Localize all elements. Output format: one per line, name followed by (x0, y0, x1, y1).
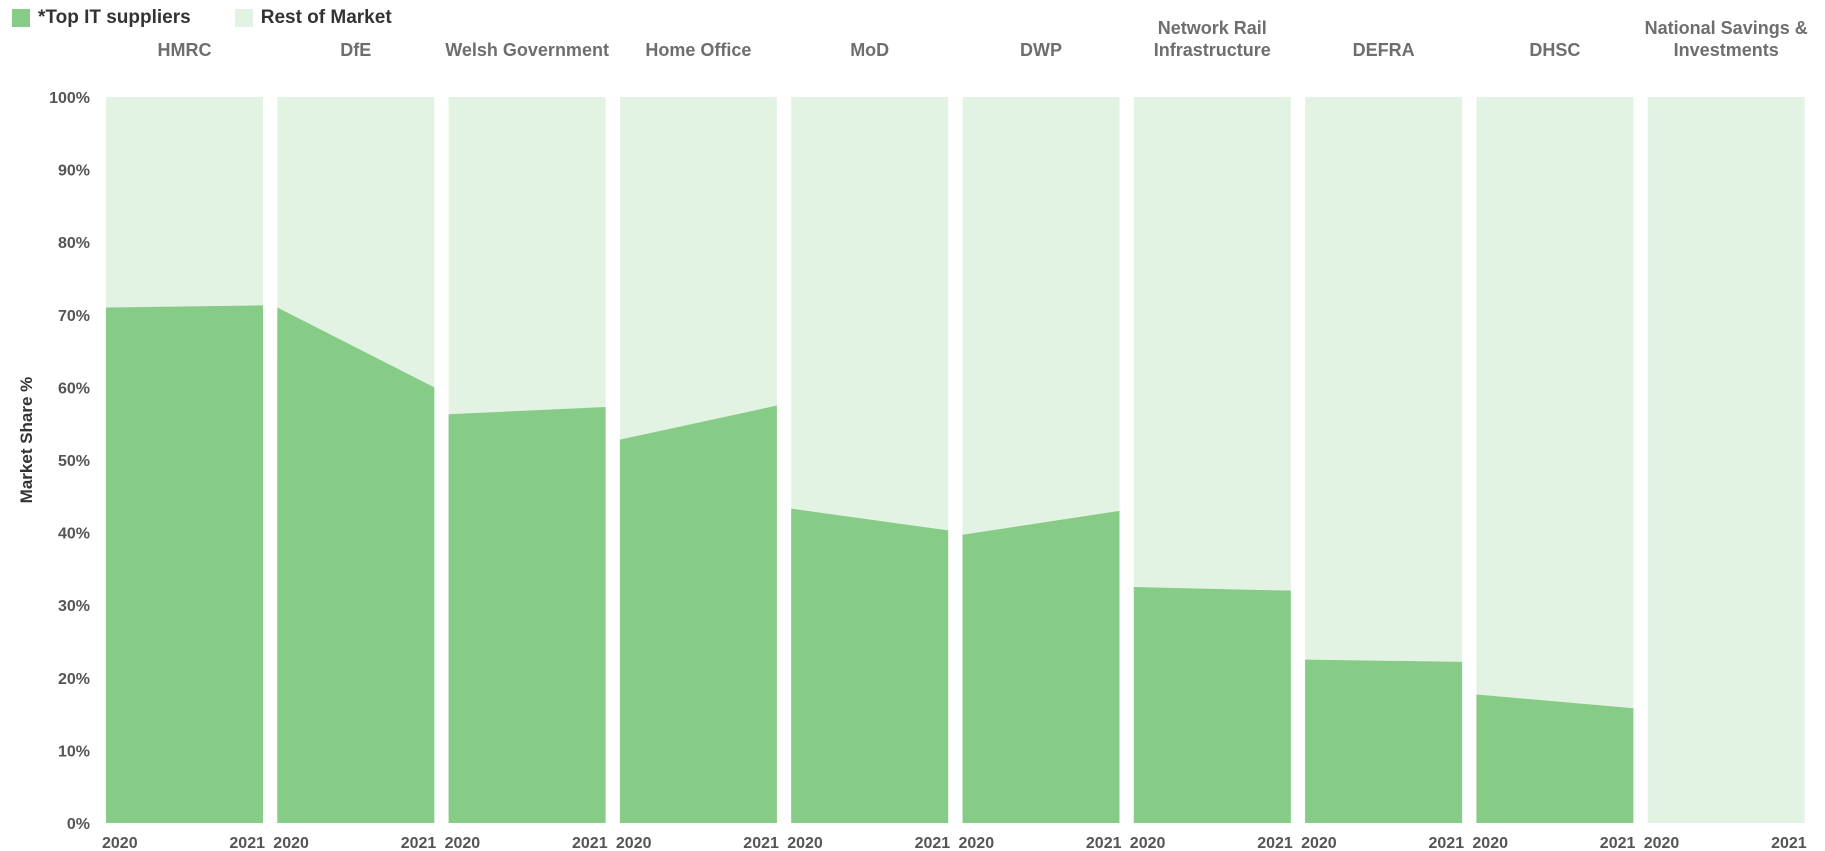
y-tick-label: 10% (58, 743, 90, 760)
top-suppliers-area (619, 405, 777, 823)
y-axis-label: Market Share % (17, 377, 36, 504)
panel: National Savings &Investments 2020 2021 (1644, 18, 1808, 851)
y-tick-label: 70% (58, 308, 90, 325)
top-suppliers-area (962, 510, 1120, 823)
x-tick-label: 2020 (959, 835, 995, 851)
legend-label-top-suppliers: *Top IT suppliers (38, 7, 191, 28)
x-tick-label: 2020 (1301, 835, 1337, 851)
panel-title: DEFRA (1353, 40, 1415, 60)
y-tick-label: 30% (58, 598, 90, 615)
legend-item-rest-of-market: Rest of Market (234, 7, 392, 29)
panel-title: Infrastructure (1154, 40, 1271, 60)
panel-title: HMRC (158, 40, 212, 60)
x-tick-label: 2020 (445, 835, 481, 851)
x-tick-label: 2020 (616, 835, 652, 851)
panel-title: DWP (1020, 40, 1062, 60)
x-tick-label: 2020 (102, 835, 138, 851)
top-suppliers-area (1476, 694, 1634, 823)
x-tick-label: 2021 (1429, 835, 1465, 851)
x-tick-label: 2020 (1644, 835, 1680, 851)
top-suppliers-area (1305, 659, 1463, 823)
x-tick-label: 2021 (1086, 835, 1122, 851)
panel-title: National Savings & (1645, 18, 1808, 38)
panel: Welsh Government 2020 2021 (445, 40, 609, 851)
y-tick-label: 20% (58, 671, 90, 688)
x-tick-label: 2021 (401, 835, 437, 851)
x-tick-label: 2021 (1771, 835, 1807, 851)
top-suppliers-area (277, 307, 435, 823)
panel: DfE 2020 2021 (273, 40, 436, 851)
top-suppliers-area (791, 508, 949, 823)
y-axis: 0% 10% 20% 30% 40% 50% 60% 70% 80% 90% 100% (49, 90, 90, 833)
panel: DWP 2020 2021 (959, 40, 1122, 851)
y-tick-label: 80% (58, 235, 90, 252)
panel: HMRC 2020 2021 (102, 40, 265, 851)
x-tick-label: 2021 (743, 835, 779, 851)
panel-title: DfE (340, 40, 371, 60)
legend: *Top IT suppliers Rest of Market (12, 7, 436, 29)
y-tick-label: 90% (58, 163, 90, 180)
legend-swatch-rest-of-market (234, 9, 253, 27)
legend-item-top-suppliers: *Top IT suppliers (12, 7, 191, 29)
y-tick-label: 0% (67, 816, 90, 833)
panel-title: DHSC (1529, 40, 1580, 60)
x-tick-label: 2020 (1472, 835, 1508, 851)
panel-title: Network Rail (1158, 18, 1267, 38)
legend-label-rest-of-market: Rest of Market (260, 7, 392, 28)
x-tick-label: 2020 (787, 835, 823, 851)
panel: DHSC 2020 2021 (1472, 40, 1635, 851)
y-tick-label: 50% (58, 453, 90, 470)
x-tick-label: 2020 (1130, 835, 1166, 851)
top-suppliers-area (106, 305, 263, 823)
x-tick-label: 2021 (1600, 835, 1636, 851)
top-suppliers-area (1133, 587, 1291, 823)
x-tick-label: 2021 (229, 835, 265, 851)
y-tick-label: 100% (49, 90, 90, 107)
y-tick-label: 40% (58, 526, 90, 543)
panel: Home Office 2020 2021 (616, 40, 779, 851)
x-tick-label: 2020 (273, 835, 309, 851)
panel: MoD 2020 2021 (787, 40, 950, 851)
x-tick-label: 2021 (915, 835, 951, 851)
chart-panels: HMRC 2020 2021 DfE 2020 2021 Welsh Government 2… (102, 18, 1808, 851)
x-tick-label: 2021 (1257, 835, 1293, 851)
panel-title: Home Office (645, 40, 751, 60)
panel-title: Investments (1674, 40, 1779, 60)
rest-of-market-area (1647, 97, 1805, 823)
panel-title: Welsh Government (445, 40, 609, 60)
top-suppliers-area (448, 407, 606, 823)
y-tick-label: 60% (58, 380, 90, 397)
panel-title: MoD (850, 40, 889, 60)
legend-swatch-top-suppliers (12, 9, 30, 27)
panel: DEFRA 2020 2021 (1301, 40, 1464, 851)
x-tick-label: 2021 (572, 835, 608, 851)
